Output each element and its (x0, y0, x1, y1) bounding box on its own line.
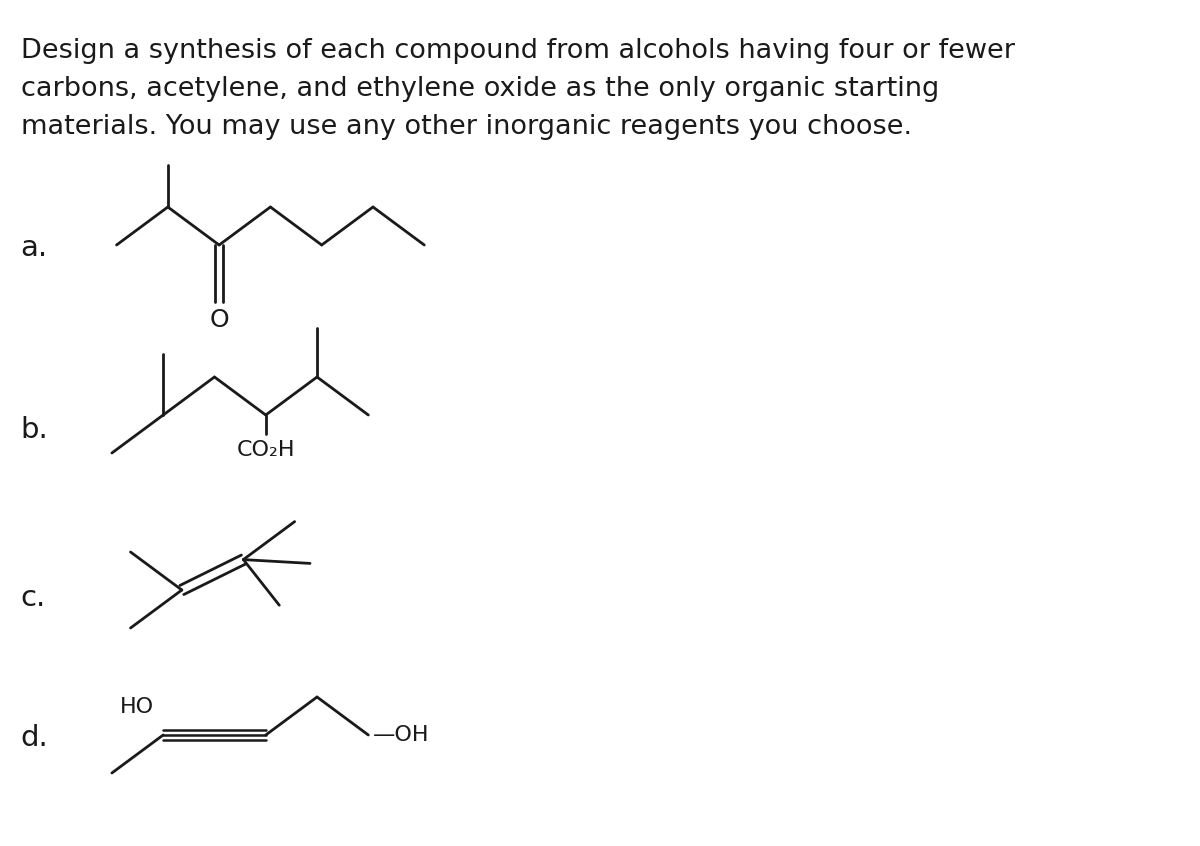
Text: O: O (209, 308, 229, 332)
Text: b.: b. (20, 416, 48, 444)
Text: a.: a. (20, 234, 48, 262)
Text: materials. You may use any other inorganic reagents you choose.: materials. You may use any other inorgan… (20, 114, 912, 140)
Text: c.: c. (20, 584, 46, 612)
Text: carbons, acetylene, and ethylene oxide as the only organic starting: carbons, acetylene, and ethylene oxide a… (20, 76, 938, 102)
Text: HO: HO (120, 697, 154, 717)
Text: d.: d. (20, 724, 48, 752)
Text: —OH: —OH (373, 725, 430, 745)
Text: CO₂H: CO₂H (236, 440, 295, 460)
Text: Design a synthesis of each compound from alcohols having four or fewer: Design a synthesis of each compound from… (20, 38, 1014, 64)
